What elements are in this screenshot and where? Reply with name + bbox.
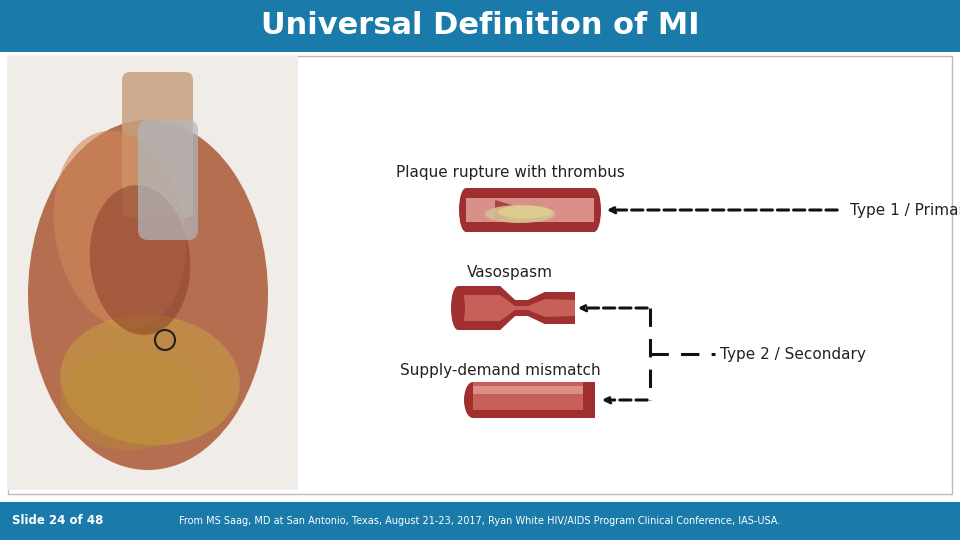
- Text: Universal Definition of MI: Universal Definition of MI: [261, 11, 699, 40]
- Ellipse shape: [60, 315, 240, 445]
- FancyBboxPatch shape: [466, 198, 594, 222]
- FancyBboxPatch shape: [8, 56, 952, 494]
- FancyBboxPatch shape: [8, 56, 298, 490]
- FancyBboxPatch shape: [583, 382, 595, 418]
- Polygon shape: [458, 310, 575, 330]
- Polygon shape: [466, 188, 594, 198]
- FancyBboxPatch shape: [138, 120, 198, 240]
- Polygon shape: [466, 222, 594, 232]
- Ellipse shape: [497, 206, 553, 219]
- FancyBboxPatch shape: [466, 188, 594, 232]
- FancyBboxPatch shape: [0, 0, 960, 52]
- Text: Vasospasm: Vasospasm: [467, 266, 553, 280]
- Ellipse shape: [459, 188, 473, 232]
- Ellipse shape: [464, 382, 482, 418]
- Ellipse shape: [60, 350, 200, 450]
- Text: Type 1 / Primary: Type 1 / Primary: [850, 202, 960, 218]
- Polygon shape: [495, 200, 535, 220]
- Ellipse shape: [587, 188, 601, 232]
- Ellipse shape: [28, 120, 268, 470]
- Polygon shape: [458, 286, 575, 306]
- FancyBboxPatch shape: [473, 382, 583, 418]
- FancyBboxPatch shape: [0, 502, 960, 540]
- FancyBboxPatch shape: [473, 386, 583, 394]
- Text: Supply-demand mismatch: Supply-demand mismatch: [399, 362, 600, 377]
- FancyBboxPatch shape: [122, 72, 193, 218]
- Ellipse shape: [90, 185, 190, 335]
- Ellipse shape: [54, 131, 186, 329]
- Ellipse shape: [451, 286, 465, 330]
- Text: Type 2 / Secondary: Type 2 / Secondary: [720, 347, 866, 361]
- Text: Slide 24 of 48: Slide 24 of 48: [12, 515, 104, 528]
- Polygon shape: [458, 286, 575, 330]
- FancyBboxPatch shape: [473, 410, 583, 418]
- Text: From MS Saag, MD at San Antonio, Texas, August 21-23, 2017, Ryan White HIV/AIDS : From MS Saag, MD at San Antonio, Texas, …: [180, 516, 780, 526]
- Text: Plaque rupture with thrombus: Plaque rupture with thrombus: [396, 165, 624, 179]
- Ellipse shape: [485, 205, 555, 223]
